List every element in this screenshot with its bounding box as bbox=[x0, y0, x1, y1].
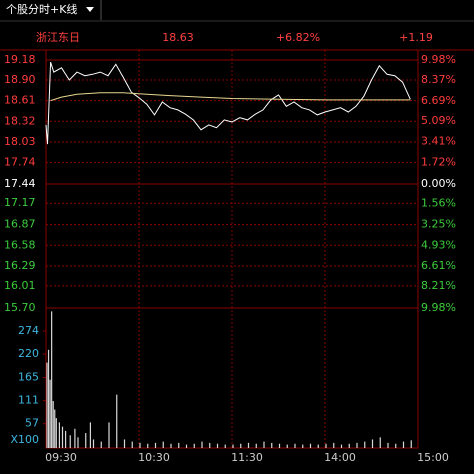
change: +1.19 bbox=[399, 31, 433, 44]
y-tick-label: 18.03 bbox=[4, 135, 36, 148]
y2-tick-label: 9.98% bbox=[421, 53, 456, 66]
x-tick-label: 14:00 bbox=[324, 451, 356, 464]
y2-tick-label: 6.69% bbox=[421, 94, 456, 107]
y-tick-label: 16.01 bbox=[4, 279, 36, 292]
y-tick-label: 57 bbox=[25, 417, 39, 430]
y-tick-label: 18.32 bbox=[4, 114, 36, 127]
y-tick-label: 220 bbox=[18, 347, 39, 360]
x-tick-label: 09:30 bbox=[45, 451, 77, 464]
price-line bbox=[50, 92, 411, 102]
y-tick-label: 165 bbox=[18, 371, 39, 384]
y-tick-label: 111 bbox=[18, 394, 39, 407]
y-tick-label: 18.90 bbox=[4, 73, 36, 86]
y2-tick-label: 3.41% bbox=[421, 135, 456, 148]
y2-tick-label: 1.72% bbox=[421, 156, 456, 169]
y2-tick-label: 9.98% bbox=[421, 301, 456, 314]
price: 18.63 bbox=[162, 31, 194, 44]
price-line bbox=[45, 61, 411, 145]
y2-tick-label: 4.93% bbox=[421, 238, 456, 251]
view-selector[interactable]: 个股分时+K线 bbox=[6, 2, 77, 16]
y2-tick-label: 5.09% bbox=[421, 114, 456, 127]
y2-tick-label: 1.56% bbox=[421, 196, 456, 209]
y-tick-label: 17.44 bbox=[4, 177, 36, 190]
volume-unit: X100 bbox=[10, 433, 39, 446]
x-tick-label: 10:30 bbox=[138, 451, 170, 464]
y-tick-label: 17.74 bbox=[4, 156, 36, 169]
x-tick-label: 15:00 bbox=[417, 451, 449, 464]
dropdown-arrow[interactable] bbox=[86, 7, 94, 12]
y2-tick-label: 3.25% bbox=[421, 217, 456, 230]
y-tick-label: 16.58 bbox=[4, 238, 36, 251]
change-pct: +6.82% bbox=[276, 31, 320, 44]
y-tick-label: 18.61 bbox=[4, 94, 36, 107]
stock-name: 浙江东日 bbox=[36, 31, 80, 44]
y2-tick-label: 8.37% bbox=[421, 73, 456, 86]
y-tick-label: 17.17 bbox=[4, 196, 36, 209]
y2-tick-label: 6.61% bbox=[421, 259, 456, 272]
y2-tick-label: 0.00% bbox=[421, 177, 456, 190]
y2-tick-label: 8.21% bbox=[421, 279, 456, 292]
y-tick-label: 16.87 bbox=[4, 218, 36, 231]
y-tick-label: 16.29 bbox=[4, 259, 36, 272]
y-tick-label: 19.18 bbox=[4, 53, 36, 66]
y-tick-label: 274 bbox=[18, 324, 39, 337]
y-tick-label: 15.70 bbox=[4, 301, 36, 314]
x-tick-label: 11:30 bbox=[231, 451, 263, 464]
